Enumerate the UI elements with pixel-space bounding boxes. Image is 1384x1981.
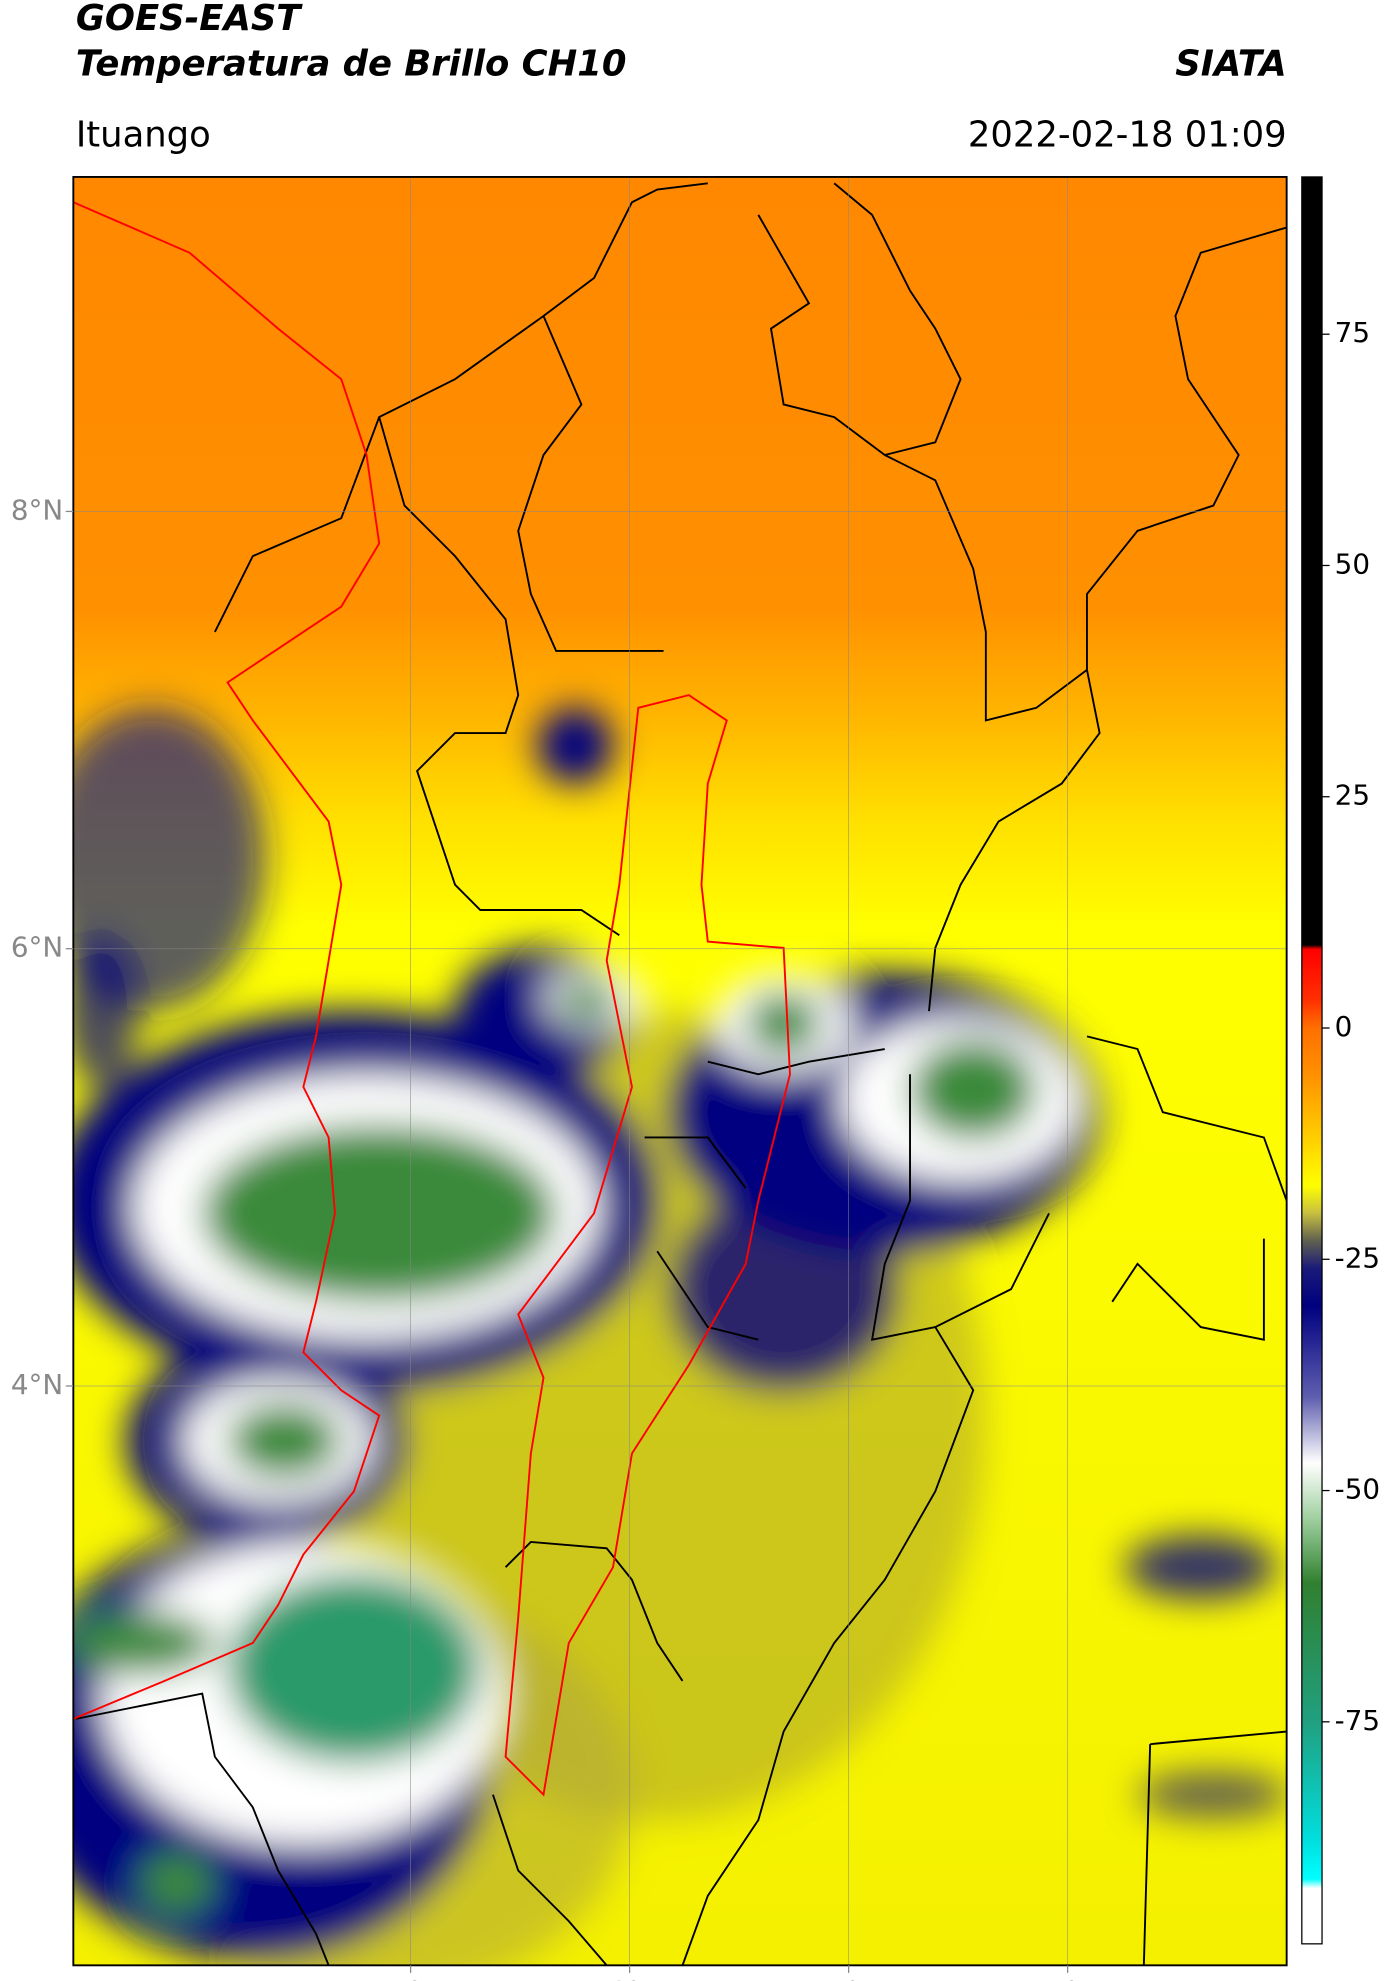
colorbar-tick-label: 50 [1335, 547, 1370, 580]
subtitle: Temperatura de Brillo CH10 [76, 44, 627, 85]
colorbar-tick-label: 75 [1335, 316, 1370, 349]
title: GOES-EAST [76, 0, 303, 39]
source: SIATA [1175, 44, 1286, 85]
y-tick-label: 6°N [11, 931, 63, 964]
grid [73, 176, 1287, 1966]
x-tick-label: 75°W [810, 1975, 887, 1981]
y-tick-label: 4°N [11, 1368, 63, 1401]
colorbar [1301, 176, 1323, 1945]
colorbar-tick-label: -75 [1335, 1704, 1380, 1737]
coastline-and-region [73, 201, 791, 1797]
colorbar-tick-label: -50 [1335, 1473, 1380, 1506]
colorbar-tick-label: 25 [1335, 779, 1370, 812]
colorbar-tick-label: 0 [1335, 1010, 1353, 1043]
y-tick-label: 8°N [11, 493, 63, 526]
x-tick-label: 74°W [1029, 1975, 1106, 1981]
datetime: 2022-02-18 01:09 [968, 114, 1287, 155]
colorbar-tick-label: -25 [1335, 1241, 1380, 1274]
map-frame [72, 175, 1288, 1967]
x-tick-label: 77°W [372, 1975, 449, 1981]
x-tick-label: 76°W [591, 1975, 668, 1981]
admin-borders [75, 182, 1287, 1966]
map-image [73, 176, 1287, 1966]
location: Ituango [76, 114, 211, 155]
